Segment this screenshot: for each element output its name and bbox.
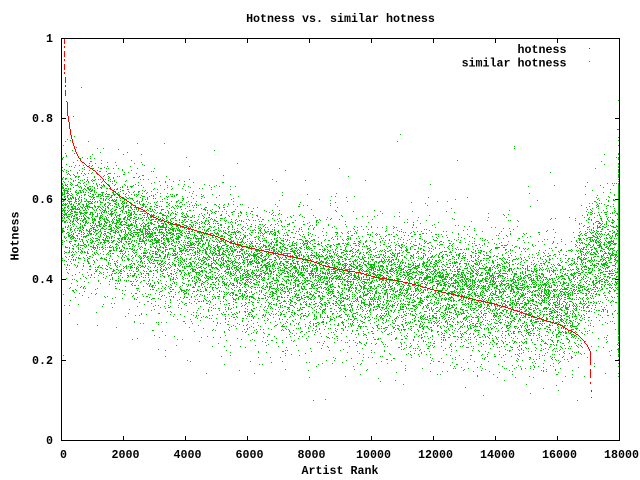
svg-text:0.8: 0.8 — [32, 112, 53, 126]
svg-text:1: 1 — [46, 32, 53, 46]
svg-text:hotness: hotness — [518, 43, 567, 57]
svg-text:6000: 6000 — [236, 448, 264, 462]
svg-text:0: 0 — [60, 448, 67, 462]
svg-text:Hotness: Hotness — [9, 212, 23, 261]
svg-text:0.4: 0.4 — [32, 273, 53, 287]
svg-text:similar hotness: similar hotness — [462, 57, 567, 71]
svg-text:14000: 14000 — [480, 448, 515, 462]
svg-text:10000: 10000 — [356, 448, 391, 462]
svg-text:0.2: 0.2 — [32, 354, 53, 368]
svg-text:4000: 4000 — [174, 448, 202, 462]
svg-text:12000: 12000 — [418, 448, 453, 462]
svg-text:2000: 2000 — [112, 448, 140, 462]
svg-text:16000: 16000 — [542, 448, 577, 462]
svg-text:8000: 8000 — [298, 448, 326, 462]
svg-text:0: 0 — [46, 434, 53, 448]
svg-text:0.6: 0.6 — [32, 193, 53, 207]
svg-text:18000: 18000 — [604, 448, 639, 462]
svg-text:Hotness vs. similar hotness: Hotness vs. similar hotness — [246, 12, 435, 26]
svg-text:Artist Rank: Artist Rank — [302, 464, 379, 478]
